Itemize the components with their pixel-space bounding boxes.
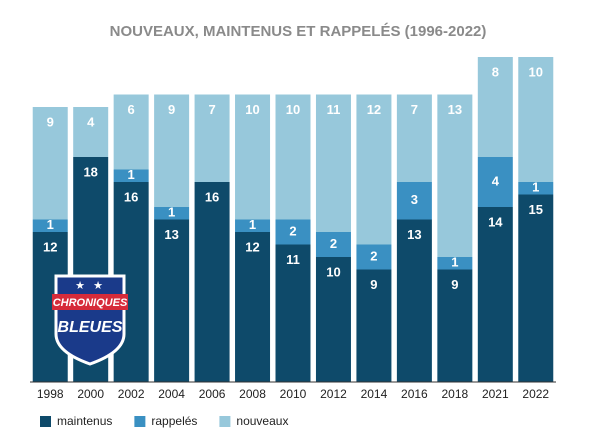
data-label: 16 (124, 189, 138, 204)
bar-segment (437, 94, 473, 257)
data-label: 9 (370, 277, 377, 292)
data-label: 1 (249, 217, 256, 232)
data-label: 10 (326, 264, 340, 279)
data-label: 2 (370, 248, 377, 263)
legend-label: maintenus (57, 414, 112, 428)
data-label: 7 (411, 102, 418, 117)
legend-swatch (134, 416, 146, 427)
legend-swatch (40, 416, 51, 427)
data-label: 18 (83, 164, 97, 179)
x-tick-label: 2008 (239, 387, 266, 401)
data-label: 2 (330, 236, 337, 251)
bar-segment (396, 182, 432, 220)
bar-segment (113, 94, 149, 170)
x-tick-label: 2012 (320, 387, 347, 401)
x-tick-label: 1998 (37, 387, 64, 401)
data-label: 16 (205, 189, 219, 204)
data-label: 7 (208, 102, 215, 117)
legend-label: rappelés (151, 414, 197, 428)
data-label: 1 (532, 180, 539, 195)
data-label: 3 (411, 192, 418, 207)
bar-segment (275, 219, 311, 245)
legend-label: nouveaux (236, 414, 288, 428)
data-label: 1 (168, 205, 175, 220)
bar-segment (477, 157, 513, 207)
data-label: 1 (47, 217, 54, 232)
chart-title: NOUVEAUX, MAINTENUS ET RAPPELÉS (1996-20… (110, 23, 487, 40)
x-tick-label: 2021 (482, 387, 509, 401)
data-label: 9 (451, 277, 458, 292)
x-tick-label: 2000 (77, 387, 104, 401)
logo-star: ★ (93, 280, 103, 292)
x-tick-label: 2022 (522, 387, 549, 401)
bar-segment (396, 94, 432, 182)
bar-segment (356, 244, 392, 270)
data-label: 12 (367, 102, 381, 117)
bar-segment (154, 94, 190, 207)
data-label: 8 (492, 64, 499, 79)
bar-segment (518, 57, 554, 182)
x-tick-label: 2014 (361, 387, 388, 401)
bar-segment (32, 219, 68, 232)
data-label: 4 (492, 173, 500, 188)
data-label: 6 (128, 102, 135, 117)
data-label: 9 (47, 114, 54, 129)
data-label: 12 (245, 239, 259, 254)
bar-segment (518, 194, 554, 382)
data-label: 13 (448, 102, 462, 117)
bar-segment (235, 232, 271, 382)
bar-segment (275, 94, 311, 220)
logo: ★ ★ CHRONIQUES BLEUES (52, 274, 128, 366)
x-tick-label: 2010 (280, 387, 307, 401)
bar-segment (315, 94, 351, 232)
bar-segment (518, 182, 554, 195)
bar-segment (356, 94, 392, 245)
plot: 1219199818420001616200213192004167200612… (30, 57, 556, 428)
bar-segment (154, 207, 190, 220)
bar-segment (113, 169, 149, 182)
bar-segment (356, 269, 392, 382)
data-label: 1 (451, 255, 458, 270)
data-label: 2 (289, 223, 296, 238)
x-tick-label: 2004 (158, 387, 185, 401)
bar-segment (194, 182, 230, 382)
data-label: 13 (164, 227, 178, 242)
data-label: 14 (488, 214, 503, 229)
bar-segment (235, 94, 271, 220)
data-label: 4 (87, 114, 95, 129)
bar-segment (154, 219, 190, 382)
data-label: 13 (407, 227, 421, 242)
data-label: 15 (529, 202, 543, 217)
legend-swatch (219, 416, 231, 427)
bar-segment (73, 107, 109, 157)
bar-segment (437, 257, 473, 270)
bar-segment (235, 219, 271, 232)
logo-text: BLEUES (58, 319, 123, 336)
data-label: 11 (327, 102, 341, 117)
data-label: 1 (128, 167, 135, 182)
data-label: 11 (286, 252, 300, 267)
x-tick-label: 2006 (199, 387, 226, 401)
x-tick-label: 2018 (441, 387, 468, 401)
data-label: 9 (168, 102, 175, 117)
data-label: 12 (43, 239, 57, 254)
data-label: 10 (245, 102, 259, 117)
bar-segment (437, 269, 473, 382)
logo-text: CHRONIQUES (53, 297, 128, 309)
bar-segment (275, 244, 311, 382)
bar-segment (32, 107, 68, 220)
logo-band (52, 294, 128, 310)
bar-segment (194, 94, 230, 182)
x-tick-label: 2016 (401, 387, 428, 401)
logo-star: ★ (75, 280, 85, 292)
bar-segment (396, 219, 432, 382)
bar-segment (477, 207, 513, 382)
bar-segment (315, 257, 351, 382)
x-tick-label: 2002 (118, 387, 145, 401)
data-label: 10 (286, 102, 300, 117)
bar-segment (477, 57, 513, 157)
data-label: 10 (529, 64, 543, 79)
bar-segment (315, 232, 351, 257)
